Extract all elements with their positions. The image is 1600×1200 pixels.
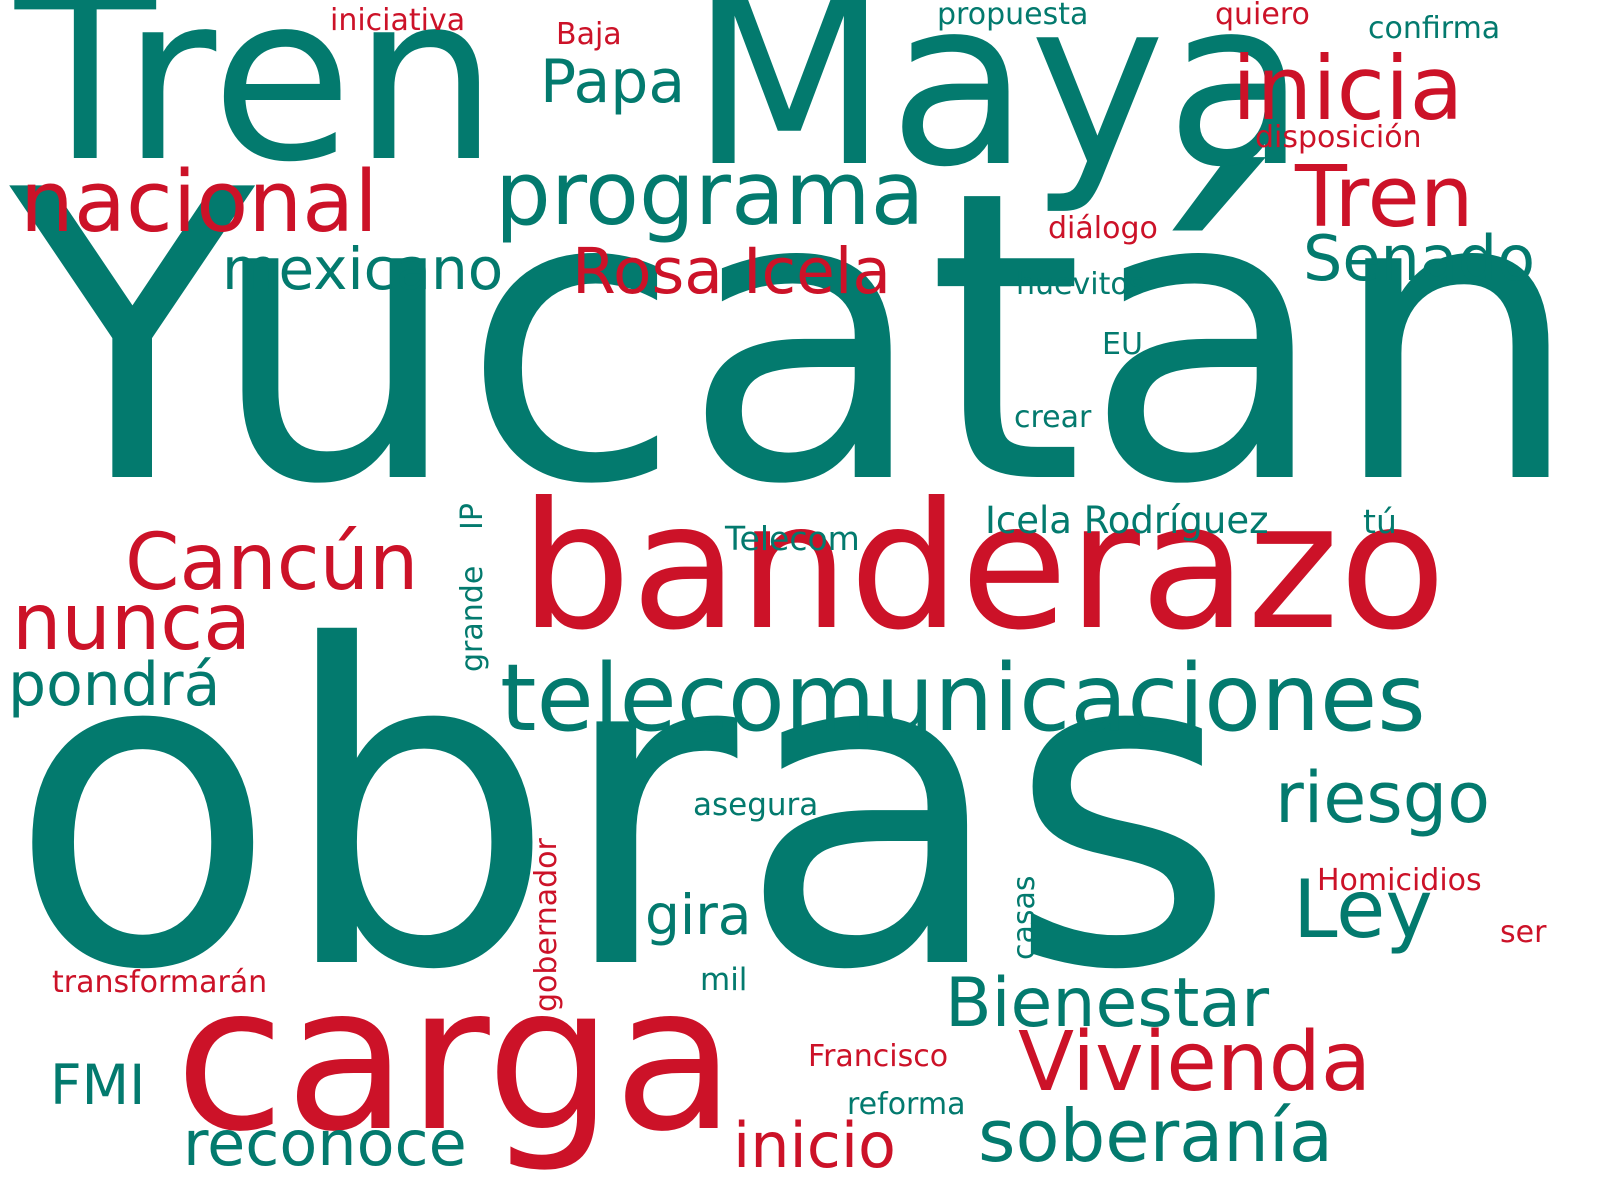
word-cancun: Cancún <box>125 518 419 608</box>
word-francisco: Francisco <box>808 1039 949 1074</box>
word-casas: casas <box>1007 875 1042 960</box>
word-inicio: inicio <box>733 1109 896 1182</box>
word-tren-small: Tren <box>1295 148 1474 247</box>
word-mil: mil <box>700 962 748 998</box>
word-grande: grande <box>455 565 490 672</box>
word-ser: ser <box>1500 915 1547 950</box>
word-ley: Ley <box>1293 863 1433 956</box>
word-senado: Senado <box>1303 222 1536 295</box>
word-iniciativa: iniciativa <box>330 3 466 38</box>
word-carga: carga <box>175 943 736 1176</box>
word-mexicano: mexicano <box>222 235 504 303</box>
word-fmi: FMI <box>50 1053 146 1117</box>
word-nunca: nunca <box>12 578 251 668</box>
word-telecom: Telecom <box>725 519 860 558</box>
word-vivienda: Vivienda <box>1018 1015 1372 1110</box>
word-quiero: quiero <box>1215 0 1310 32</box>
word-confirma: confirma <box>1368 11 1501 46</box>
word-obras: obras <box>8 554 1237 1066</box>
word-gobernador: gobernador <box>529 838 564 1012</box>
word-riesgo: riesgo <box>1275 757 1491 839</box>
word-transformaran: transformarán <box>52 965 268 1000</box>
word-tren-large: Tren <box>15 0 499 213</box>
word-ip: IP <box>455 503 490 530</box>
word-disposicion: disposición <box>1255 120 1422 155</box>
word-programa: programa <box>495 142 925 245</box>
word-reconoce: reconoce <box>183 1107 467 1180</box>
word-propuesta: propuesta <box>937 0 1089 32</box>
word-reforma: reforma <box>847 1087 966 1122</box>
word-bienestar: Bienestar <box>945 964 1270 1043</box>
word-pondra: pondrá <box>8 650 221 720</box>
word-soberania: soberanía <box>978 1094 1334 1178</box>
word-baja: Baja <box>556 17 622 52</box>
word-asegura: asegura <box>693 787 819 823</box>
word-gira: gira <box>645 883 752 947</box>
word-nacional: nacional <box>20 153 378 252</box>
word-eu: EU <box>1102 327 1143 362</box>
word-rosa-icela: Rosa Icela <box>572 235 892 308</box>
word-papa: Papa <box>540 47 686 117</box>
word-inicia: inicia <box>1232 37 1464 140</box>
word-icela-rodriguez: Icela Rodríguez <box>985 499 1269 542</box>
word-yucatan: Yucatán <box>10 107 1583 572</box>
word-banderazo: banderazo <box>520 466 1447 669</box>
word-huevitos: huevitos <box>1016 267 1145 302</box>
word-crear: crear <box>1014 400 1092 435</box>
word-telecomunicaciones: telecomunicaciones <box>500 644 1426 752</box>
word-dialogo: diálogo <box>1048 211 1158 246</box>
word-homicidios: Homicidios <box>1317 863 1482 898</box>
word-tu: tú <box>1363 502 1397 541</box>
word-maya: Maya <box>690 0 1307 218</box>
